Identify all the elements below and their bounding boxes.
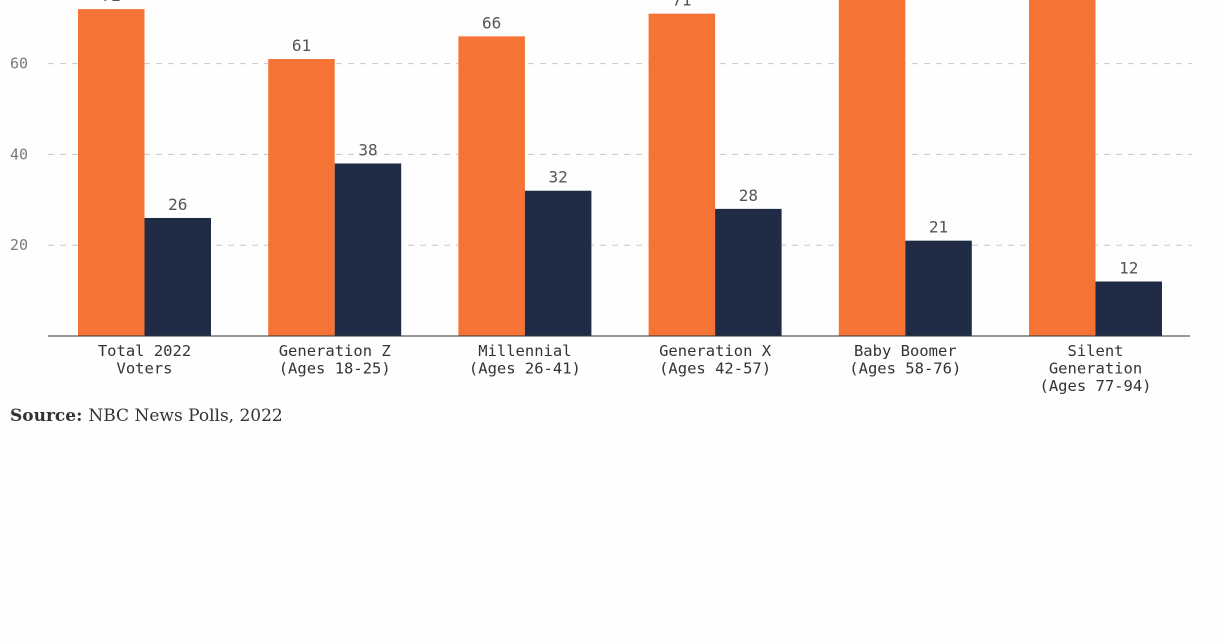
x-category-label: (Ages 42-57) [659,360,771,378]
x-category-label: Millennial [478,342,571,360]
bar-series-2 [715,208,782,336]
bar-series-2 [334,163,402,336]
x-category-label: Silent [1068,342,1124,360]
x-category-label: (Ages 18-25) [279,360,391,378]
x-category-label: Generation X [659,342,772,360]
bar-value-label: 66 [482,13,501,32]
bar-chart: 20 40 60 72 61 66 71 26 38 32 28 21 12 Total 2022Vote… [10,0,1192,395]
bar-value-label: 71 [672,0,691,10]
bar-series-1 [838,0,906,337]
source-text: NBC News Polls, 2022 [88,406,283,426]
bar-series-2 [144,217,211,336]
bar-series-2 [524,190,592,336]
bar-series-1 [78,9,145,337]
bar-value-label: 61 [292,36,311,55]
bar-value-label: 26 [168,195,187,214]
bar-value-label: 28 [739,186,758,205]
x-category-label: Voters [117,360,173,378]
bar-value-label: 38 [358,140,377,159]
x-category-label: Generation Z [279,342,391,360]
x-category-label: Generation [1049,360,1142,378]
bar-series-2 [1095,281,1162,336]
bar-series-1 [458,36,525,337]
source-note: Source: NBC News Polls, 2022 [10,406,283,426]
x-category-label: (Ages 58-76) [849,360,961,378]
y-tick-label: 60 [10,55,28,73]
bar-value-label: 72 [102,0,121,5]
x-category-label: Baby Boomer [854,342,957,360]
x-category-label: (Ages 26-41) [469,360,581,378]
chart-svg: 20 40 60 72 61 66 71 26 38 32 28 21 12 Total 2022Vote… [10,0,1192,395]
source-label: Source: [10,406,83,426]
bar-series-2 [905,240,972,336]
y-tick-label: 40 [10,145,28,163]
bar-series-1 [648,13,716,336]
x-category-label: (Ages 77-94) [1040,377,1152,395]
x-category-label: Total 2022 [98,342,191,360]
bar-series-1 [268,59,335,337]
bar-value-label: 21 [929,218,948,237]
y-tick-label: 20 [10,236,28,254]
bar-value-label: 12 [1119,259,1138,278]
bar-series-1 [1029,0,1096,336]
bar-value-label: 32 [549,168,568,187]
